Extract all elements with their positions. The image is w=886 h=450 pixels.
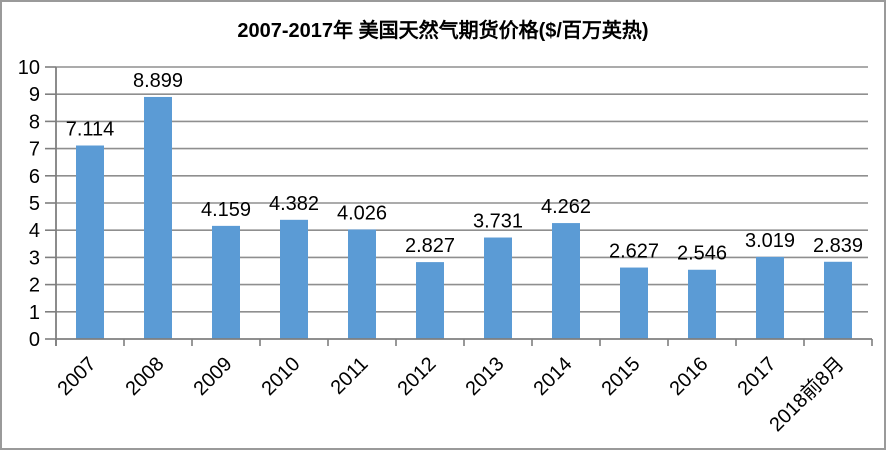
bar-2013 xyxy=(484,237,512,339)
x-axis-label: 2016 xyxy=(666,353,713,400)
data-label: 7.114 xyxy=(66,118,115,140)
data-label: 4.026 xyxy=(337,202,387,224)
data-label: 2.546 xyxy=(677,243,727,265)
chart-title: 2007-2017年 美国天然气期货价格($/百万英热) xyxy=(237,20,649,42)
y-axis-tick-label: 1 xyxy=(29,302,40,324)
y-axis-tick-label: 0 xyxy=(29,329,40,351)
x-axis-label: 2013 xyxy=(462,353,509,400)
bar-2007 xyxy=(76,145,104,339)
data-label: 3.731 xyxy=(473,211,523,233)
x-axis-label: 2009 xyxy=(190,353,237,400)
x-axis-label: 2007 xyxy=(54,353,101,400)
bar-2012 xyxy=(416,262,444,339)
data-label: 3.019 xyxy=(745,230,795,252)
data-label: 4.262 xyxy=(541,196,591,218)
y-axis-tick-label: 7 xyxy=(29,139,40,161)
x-axis-label: 2012 xyxy=(394,353,441,400)
bar-2016 xyxy=(688,269,716,339)
x-axis-label: 2017 xyxy=(734,353,781,400)
data-label: 4.382 xyxy=(269,193,319,215)
y-axis-tick-label: 9 xyxy=(29,84,40,106)
y-axis-tick-label: 2 xyxy=(29,275,40,297)
data-label: 4.159 xyxy=(201,199,251,221)
data-label: 8.899 xyxy=(133,70,183,92)
bar-2011 xyxy=(348,229,376,339)
bar-2009 xyxy=(212,225,240,339)
bar-2008 xyxy=(144,96,172,339)
y-axis-tick-label: 3 xyxy=(29,247,40,269)
x-axis-label: 2008 xyxy=(122,353,169,400)
y-axis-tick-label: 4 xyxy=(29,220,40,242)
y-axis-tick-label: 5 xyxy=(29,193,40,215)
x-axis-label: 2014 xyxy=(530,353,577,400)
bar-2018前8月 xyxy=(824,261,852,339)
bar-2015 xyxy=(620,267,648,339)
data-label: 2.627 xyxy=(609,241,659,263)
bar-2014 xyxy=(552,223,580,339)
x-axis-label: 2010 xyxy=(258,353,305,400)
x-axis-label: 2011 xyxy=(327,353,373,399)
y-axis-tick-label: 6 xyxy=(29,166,40,188)
bar-2017 xyxy=(756,256,784,339)
bar-2010 xyxy=(280,219,308,339)
x-axis-label: 2015 xyxy=(598,353,645,400)
x-axis-label: 2018前8月 xyxy=(765,352,849,436)
data-label: 2.839 xyxy=(813,235,863,257)
y-axis-tick-label: 10 xyxy=(18,57,40,79)
y-axis-tick-label: 8 xyxy=(29,111,40,133)
data-label: 2.827 xyxy=(405,235,455,257)
